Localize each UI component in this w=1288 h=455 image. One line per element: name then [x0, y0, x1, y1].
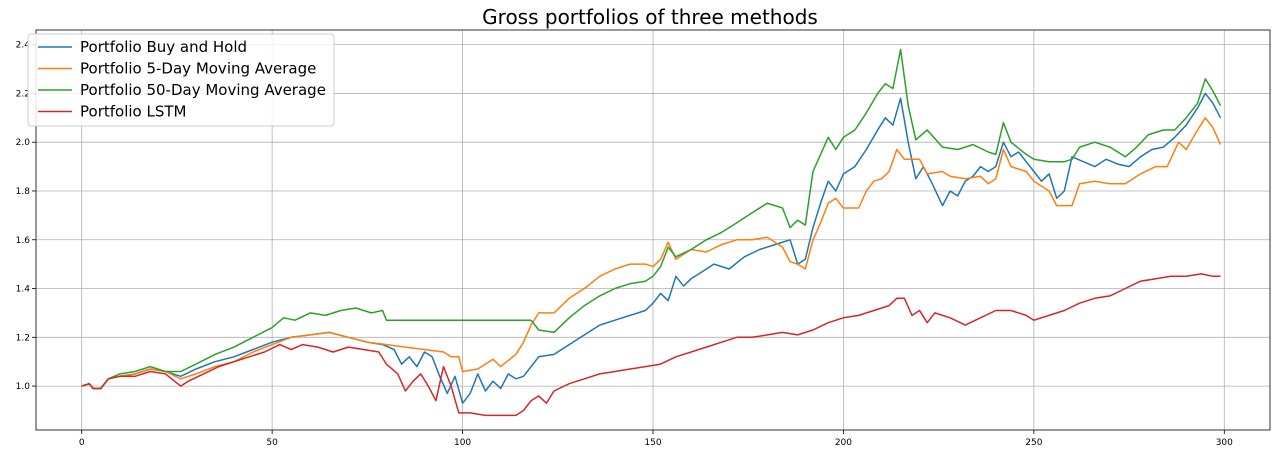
x-tick-label: 300 — [1216, 438, 1233, 448]
y-tick-label: 1.8 — [16, 187, 31, 197]
series-line-4 — [81, 273, 1221, 417]
legend-box — [27, 33, 335, 127]
legend-label: Portfolio 50-Day Moving Average — [80, 81, 326, 99]
x-tick-label: 0 — [79, 438, 85, 448]
y-tick-label: 1.0 — [16, 382, 31, 392]
x-tick-label: 100 — [454, 438, 471, 448]
x-tick-label: 250 — [1025, 438, 1042, 448]
x-tick-label: 50 — [266, 438, 278, 448]
series-lines — [81, 48, 1222, 417]
x-tick-label: 200 — [835, 438, 852, 448]
x-tick-label: 150 — [644, 438, 661, 448]
legend-label: Portfolio Buy and Hold — [80, 38, 247, 56]
y-tick-label: 2.0 — [16, 138, 31, 148]
y-tick-label: 1.4 — [16, 285, 31, 295]
series-line-3 — [81, 48, 1222, 390]
axis-ticks: 0 50 100 150 200 250 300 1.0 1.2 1.4 1.6 1.8 2.0 2.2 2… — [16, 41, 1233, 448]
chart-title: Gross portfolios of three methods — [482, 5, 818, 29]
series-line-2 — [81, 117, 1222, 390]
y-tick-label: 1.2 — [16, 333, 30, 343]
legend: Portfolio Buy and Hold Portfolio 5-Day Mo… — [27, 33, 335, 127]
series-line-1 — [81, 92, 1222, 404]
legend-label: Portfolio 5-Day Moving Average — [80, 60, 316, 78]
y-tick-label: 1.6 — [16, 236, 31, 246]
y-tick-label: 2.4 — [16, 41, 31, 51]
legend-label: Portfolio LSTM — [80, 103, 186, 121]
y-tick-label: 2.2 — [16, 89, 30, 99]
